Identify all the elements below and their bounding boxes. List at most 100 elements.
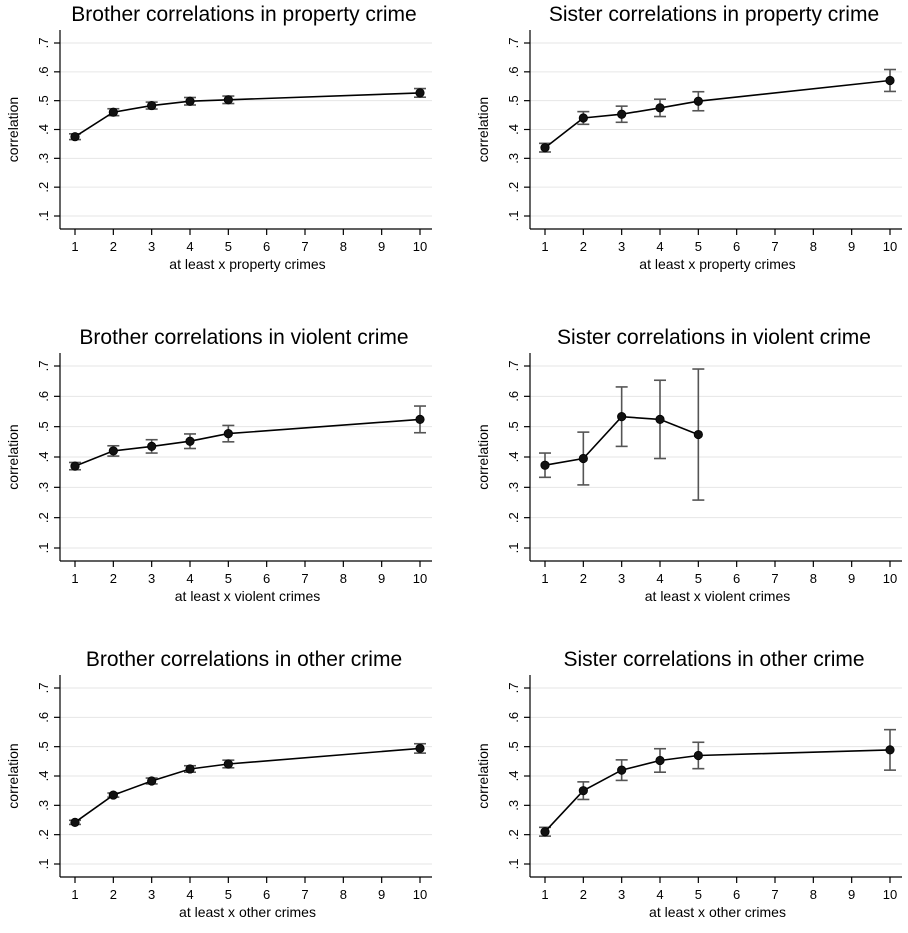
x-axis-label: at least x property crimes bbox=[639, 256, 795, 272]
x-tick-label: 8 bbox=[810, 887, 817, 902]
x-tick-label: 9 bbox=[848, 887, 855, 902]
y-tick-label: .7 bbox=[36, 361, 51, 372]
x-tick-label: 7 bbox=[301, 571, 308, 586]
data-point bbox=[70, 461, 80, 471]
x-tick-label: 5 bbox=[695, 239, 702, 254]
x-axis-label: at least x property crimes bbox=[169, 256, 325, 272]
y-tick-label: .7 bbox=[506, 38, 521, 49]
x-tick-label: 10 bbox=[413, 887, 427, 902]
x-tick-label: 1 bbox=[541, 239, 548, 254]
y-tick-label: .7 bbox=[36, 38, 51, 49]
y-tick-label: .6 bbox=[36, 712, 51, 723]
y-tick-label: .6 bbox=[36, 66, 51, 77]
x-tick-label: 3 bbox=[148, 887, 155, 902]
x-tick-label: 7 bbox=[771, 571, 778, 586]
y-tick-label: .1 bbox=[36, 543, 51, 554]
x-tick-label: 10 bbox=[883, 571, 897, 586]
x-axis-label: at least x other crimes bbox=[649, 904, 786, 920]
x-tick-label: 6 bbox=[263, 239, 270, 254]
x-tick-label: 10 bbox=[883, 239, 897, 254]
data-point bbox=[540, 143, 550, 153]
series-line bbox=[544, 749, 891, 833]
y-tick-label: .1 bbox=[506, 211, 521, 222]
data-point bbox=[147, 776, 157, 786]
x-tick-label: 9 bbox=[848, 571, 855, 586]
y-tick-label: .5 bbox=[506, 741, 521, 752]
x-tick-label: 9 bbox=[378, 239, 385, 254]
x-tick-label: 4 bbox=[656, 239, 663, 254]
y-tick-label: .4 bbox=[506, 771, 521, 782]
y-tick-label: .1 bbox=[36, 859, 51, 870]
x-tick-label: 7 bbox=[301, 887, 308, 902]
data-point bbox=[885, 745, 895, 755]
y-tick-label: .2 bbox=[506, 829, 521, 840]
data-point bbox=[655, 103, 665, 113]
x-tick-label: 4 bbox=[186, 239, 193, 254]
y-tick-label: .7 bbox=[36, 683, 51, 694]
data-point bbox=[70, 132, 80, 142]
y-tick-label: .3 bbox=[36, 153, 51, 164]
x-tick-label: 2 bbox=[580, 239, 587, 254]
x-tick-label: 8 bbox=[340, 571, 347, 586]
y-tick-label: .6 bbox=[506, 391, 521, 402]
y-tick-label: .1 bbox=[36, 211, 51, 222]
x-tick-label: 2 bbox=[110, 239, 117, 254]
data-point bbox=[617, 109, 627, 119]
y-axis-label: correlation bbox=[475, 97, 491, 162]
data-point bbox=[415, 743, 425, 754]
data-point bbox=[147, 441, 157, 451]
chart-panel-6: Sister correlations in other crime .1 .2 .3… bbox=[475, 648, 902, 920]
y-tick-label: .5 bbox=[36, 421, 51, 432]
y-tick-label: .3 bbox=[36, 800, 51, 811]
x-tick-label: 7 bbox=[771, 239, 778, 254]
y-tick-label: .1 bbox=[506, 543, 521, 554]
y-tick-label: .5 bbox=[506, 421, 521, 432]
x-tick-label: 3 bbox=[618, 571, 625, 586]
y-axis-label: correlation bbox=[475, 743, 491, 808]
chart-title: Brother correlations in violent crime bbox=[79, 326, 408, 349]
x-tick-label: 2 bbox=[110, 571, 117, 586]
y-tick-label: .5 bbox=[506, 95, 521, 106]
x-tick-label: 1 bbox=[71, 239, 78, 254]
data-point bbox=[70, 817, 80, 827]
y-tick-label: .3 bbox=[506, 153, 521, 164]
x-tick-label: 6 bbox=[263, 887, 270, 902]
y-tick-label: .4 bbox=[36, 771, 51, 782]
y-tick-label: .6 bbox=[36, 391, 51, 402]
y-tick-label: .6 bbox=[506, 66, 521, 77]
x-tick-label: 6 bbox=[733, 571, 740, 586]
series-line bbox=[74, 92, 421, 138]
chart-panel-2: Sister correlations in property crime .1.… bbox=[475, 3, 902, 272]
y-tick-label: .4 bbox=[506, 452, 521, 463]
x-tick-label: 5 bbox=[225, 887, 232, 902]
x-axis-label: at least x violent crimes bbox=[645, 588, 791, 604]
y-tick-label: .7 bbox=[506, 361, 521, 372]
series-line bbox=[74, 418, 421, 467]
y-tick-label: .6 bbox=[506, 712, 521, 723]
y-tick-label: .3 bbox=[506, 482, 521, 493]
y-axis-label: correlation bbox=[5, 743, 21, 808]
data-point bbox=[693, 750, 703, 761]
data-point bbox=[540, 460, 550, 470]
x-axis-label: at least x other crimes bbox=[179, 904, 316, 920]
data-point bbox=[223, 429, 233, 439]
x-tick-label: 8 bbox=[340, 887, 347, 902]
y-tick-label: .5 bbox=[36, 95, 51, 106]
x-tick-label: 9 bbox=[848, 239, 855, 254]
chart-panel-1: Brother correlations in property crime .1… bbox=[5, 3, 432, 272]
x-tick-label: 8 bbox=[810, 239, 817, 254]
x-tick-label: 1 bbox=[71, 571, 78, 586]
data-point bbox=[578, 786, 588, 796]
x-tick-label: 10 bbox=[413, 239, 427, 254]
data-point bbox=[617, 412, 627, 422]
data-point bbox=[185, 96, 195, 106]
data-point bbox=[108, 790, 118, 800]
x-tick-label: 3 bbox=[618, 887, 625, 902]
chart-panel-3: Brother correlations in violent crime .1.… bbox=[5, 326, 432, 604]
x-tick-label: 4 bbox=[186, 571, 193, 586]
x-tick-label: 8 bbox=[340, 239, 347, 254]
y-tick-label: .2 bbox=[506, 182, 521, 193]
y-tick-label: .2 bbox=[506, 512, 521, 523]
y-tick-label: .3 bbox=[506, 800, 521, 811]
x-tick-label: 1 bbox=[541, 571, 548, 586]
